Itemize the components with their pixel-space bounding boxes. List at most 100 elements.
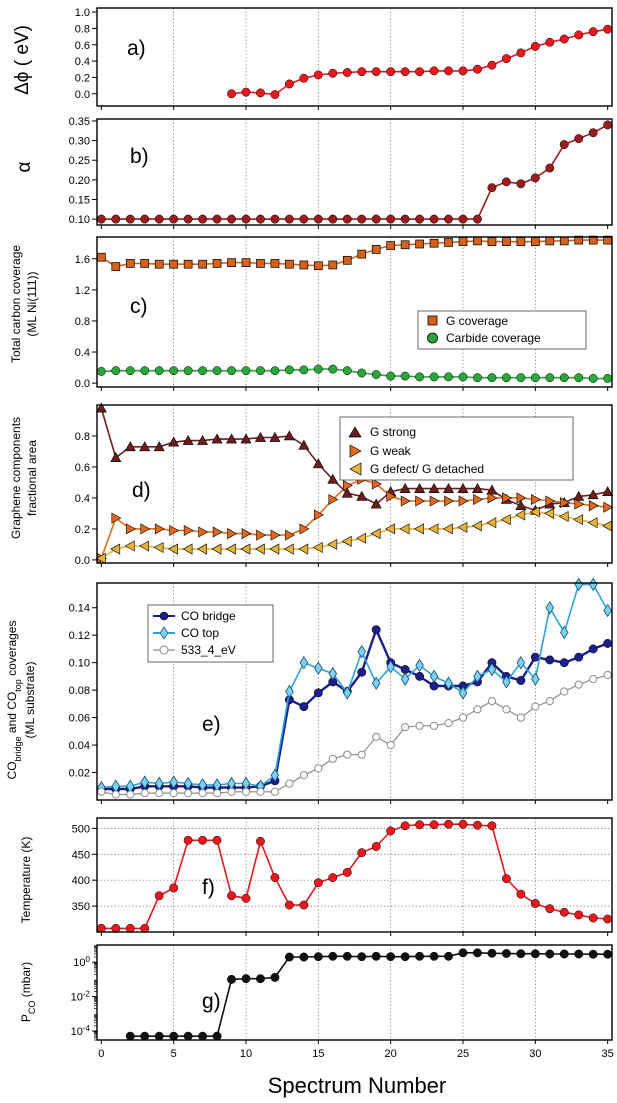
- data-point-c-0: [429, 238, 439, 248]
- data-point-d-0: [486, 484, 498, 495]
- data-point-d-1: [473, 493, 484, 505]
- data-point-b-0: [342, 214, 352, 224]
- data-point-c-0: [530, 237, 540, 247]
- data-point-d-2: [240, 543, 251, 555]
- data-point-f-0: [183, 835, 193, 845]
- legend-c: G coverage Carbide coverage: [417, 310, 587, 350]
- y-tick-label: 0.25: [69, 155, 90, 167]
- data-point-c-0: [227, 258, 236, 267]
- data-point-b-0: [501, 177, 511, 187]
- data-point-c-1: [516, 373, 526, 383]
- data-point-c-1: [227, 366, 236, 376]
- data-point-e-2: [458, 713, 468, 722]
- data-point-e-2: [256, 787, 265, 796]
- data-point-e-2: [415, 721, 424, 730]
- data-point-b-0: [313, 214, 323, 224]
- y-tick-label: 0.10: [69, 658, 90, 670]
- data-point-e-1: [299, 655, 309, 670]
- y-tick-label: 0.8: [75, 23, 90, 35]
- data-point-d-0: [226, 433, 238, 444]
- data-point-c-0: [270, 259, 280, 268]
- data-point-d-2: [558, 511, 569, 523]
- data-point-e-1: [400, 672, 410, 686]
- data-point-c-0: [400, 240, 410, 250]
- data-point-d-1: [574, 498, 585, 510]
- data-point-g-0: [574, 949, 584, 959]
- data-point-d-2: [399, 523, 410, 535]
- data-point-d-2: [196, 543, 207, 555]
- series-line-e-2: [101, 674, 608, 796]
- data-point-f-0: [270, 873, 280, 883]
- data-point-g-0: [501, 949, 511, 958]
- data-point-a-0: [357, 67, 367, 77]
- y-tick-label: 500: [72, 823, 90, 835]
- data-point-f-0: [588, 913, 598, 923]
- data-point-c-1: [545, 373, 555, 383]
- data-point-c-1: [140, 366, 150, 376]
- data-point-f-0: [284, 900, 294, 910]
- data-point-a-0: [501, 54, 511, 64]
- data-point-c-1: [96, 367, 106, 376]
- data-point-g-0: [169, 1031, 179, 1041]
- data-point-e-2: [111, 790, 120, 799]
- data-point-c-0: [299, 260, 309, 270]
- y-axis-title-e: CObridge and COtop coverages (ML substra…: [5, 621, 37, 780]
- data-point-e-0: [559, 658, 569, 668]
- legend-c-box: [417, 310, 587, 350]
- data-point-d-0: [110, 452, 122, 462]
- data-point-b-0: [227, 214, 236, 224]
- y-tick-label: 10-4: [71, 1024, 91, 1039]
- data-point-e-1: [357, 644, 367, 659]
- data-point-g-0: [270, 972, 280, 982]
- data-point-e-2: [241, 787, 251, 796]
- data-point-b-0: [530, 173, 540, 183]
- y-tick-label: 0.4: [75, 347, 90, 359]
- data-point-c-1: [501, 373, 511, 383]
- legend-d-label-weak: G weak: [370, 444, 412, 458]
- x-tick-label: 30: [529, 1048, 541, 1060]
- data-point-f-0: [545, 904, 555, 914]
- legend-c-marker-square: [427, 315, 438, 326]
- data-point-a-0: [487, 60, 497, 70]
- data-point-c-0: [96, 252, 106, 262]
- y-tick-label: 0.2: [75, 524, 90, 536]
- data-point-e-1: [545, 600, 555, 615]
- data-point-g-0: [458, 948, 468, 958]
- data-point-c-1: [386, 371, 396, 381]
- data-point-e-2: [502, 705, 511, 714]
- data-point-f-0: [386, 826, 396, 836]
- data-point-f-0: [559, 907, 569, 917]
- data-point-d-1: [458, 495, 469, 507]
- data-point-b-0: [603, 120, 613, 130]
- data-point-c-0: [559, 236, 569, 246]
- plot-frame-g: [96, 944, 613, 1041]
- data-point-c-1: [212, 366, 222, 376]
- data-point-c-0: [516, 237, 526, 247]
- data-point-g-0: [603, 949, 613, 959]
- data-point-d-2: [486, 517, 497, 529]
- data-point-c-1: [559, 373, 569, 383]
- y-tick-label: 350: [72, 901, 90, 913]
- data-point-c-0: [183, 259, 193, 269]
- y-tick-label: 0.14: [69, 603, 90, 615]
- data-point-c-0: [371, 245, 381, 254]
- data-point-e-1: [473, 669, 482, 684]
- data-point-e-2: [285, 779, 294, 788]
- data-point-d-0: [168, 436, 180, 447]
- series-line-f-0: [101, 823, 608, 930]
- data-point-e-0: [516, 676, 526, 685]
- data-point-b-0: [241, 214, 251, 224]
- data-point-c-1: [125, 366, 135, 376]
- data-point-d-0: [283, 430, 295, 441]
- y-tick-label: 0.0: [75, 555, 90, 567]
- data-point-d-1: [314, 509, 324, 521]
- data-point-b-0: [299, 214, 309, 224]
- data-point-a-0: [400, 67, 410, 77]
- data-point-d-2: [327, 538, 338, 550]
- y-axis-title-c: Total carbon coverage (ML Ni(111)): [9, 245, 39, 363]
- data-point-b-0: [487, 183, 497, 193]
- data-point-d-0: [327, 473, 339, 484]
- data-point-e-2: [574, 680, 583, 689]
- data-point-e-0: [371, 625, 381, 635]
